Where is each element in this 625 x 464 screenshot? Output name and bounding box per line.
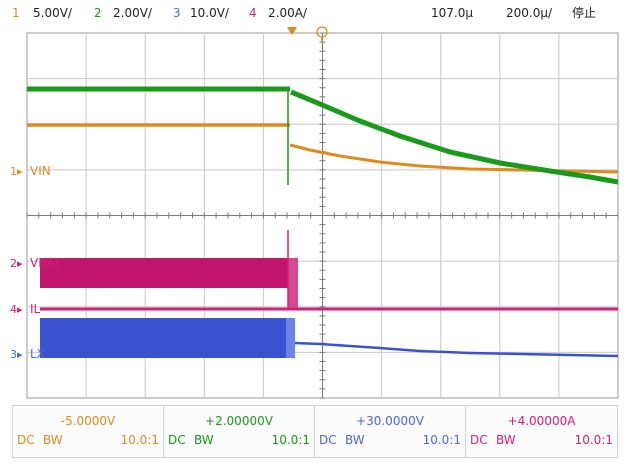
trigger-position-marker[interactable] xyxy=(287,27,297,35)
ch1-scale[interactable]: 5.00V/ xyxy=(33,6,72,20)
ch1-panel[interactable]: -5.0000V DC BW 10.0:1 xyxy=(13,406,164,457)
channel-info-panel: -5.0000V DC BW 10.0:1 +2.00000V DC BW 10… xyxy=(12,405,618,458)
trace-vin-marker[interactable]: 1▸ xyxy=(10,165,23,178)
ch3-coupling: DC xyxy=(319,433,337,447)
trace-il-label: IL xyxy=(30,302,41,316)
ch2-scale[interactable]: 2.00V/ xyxy=(113,6,152,20)
ch4-offset: +4.00000A xyxy=(507,414,576,428)
ch2-trace xyxy=(27,86,619,185)
ch3-bw: BW xyxy=(345,433,365,447)
trace-lx-label: LX xyxy=(30,347,45,361)
trace-vbat-marker[interactable]: 2▸ xyxy=(10,257,23,270)
timebase-readout[interactable]: 200.0µ/ xyxy=(506,6,553,20)
ch1-coupling: DC xyxy=(17,433,35,447)
trigger-markers xyxy=(287,26,328,42)
ch2-coupling: DC xyxy=(168,433,186,447)
trace-vbat-label: VBAT xyxy=(30,256,62,270)
ch3-offset: +30.0000V xyxy=(356,414,424,428)
ch1-bw: BW xyxy=(43,433,63,447)
ch2-probe: 10.0:1 xyxy=(271,433,310,447)
ch1-probe: 10.0:1 xyxy=(120,433,159,447)
trace-vin-label: VIN xyxy=(30,164,51,178)
delay-readout[interactable]: 107.0µ xyxy=(431,6,473,20)
ch4-number[interactable]: 4 xyxy=(249,6,257,20)
trace-lx-marker[interactable]: 3▸ xyxy=(10,348,23,361)
ch3-probe: 10.0:1 xyxy=(422,433,461,447)
ch3-panel[interactable]: +30.0000V DC BW 10.0:1 xyxy=(315,406,466,457)
ch2-panel[interactable]: +2.00000V DC BW 10.0:1 xyxy=(164,406,315,457)
ch4-probe: 10.0:1 xyxy=(574,433,613,447)
ch4-bw: BW xyxy=(496,433,516,447)
ch2-offset: +2.00000V xyxy=(205,414,273,428)
trace-labels: 1▸ VIN 2▸ VBAT 4▸ IL 3▸ LX xyxy=(10,164,62,361)
ch2-bw: BW xyxy=(194,433,214,447)
ch2-number[interactable]: 2 xyxy=(94,6,102,20)
ch1-offset: -5.0000V xyxy=(60,414,116,428)
ch4-scale[interactable]: 2.00A/ xyxy=(268,6,307,20)
ch4-panel[interactable]: +4.00000A DC BW 10.0:1 xyxy=(466,406,617,457)
ch3-scale[interactable]: 10.0V/ xyxy=(190,6,229,20)
trace-il-marker[interactable]: 4▸ xyxy=(10,303,23,316)
status-bar: 1 5.00V/ 2 2.00V/ 3 10.0V/ 4 2.00A/ 107.… xyxy=(0,0,625,26)
lx-trace xyxy=(40,318,619,358)
ch1-number[interactable]: 1 xyxy=(12,6,20,20)
vbat-trace xyxy=(40,230,298,310)
run-stop-status[interactable]: 停止 xyxy=(572,6,597,20)
ch4-coupling: DC xyxy=(470,433,488,447)
ch3-number[interactable]: 3 xyxy=(173,6,181,20)
